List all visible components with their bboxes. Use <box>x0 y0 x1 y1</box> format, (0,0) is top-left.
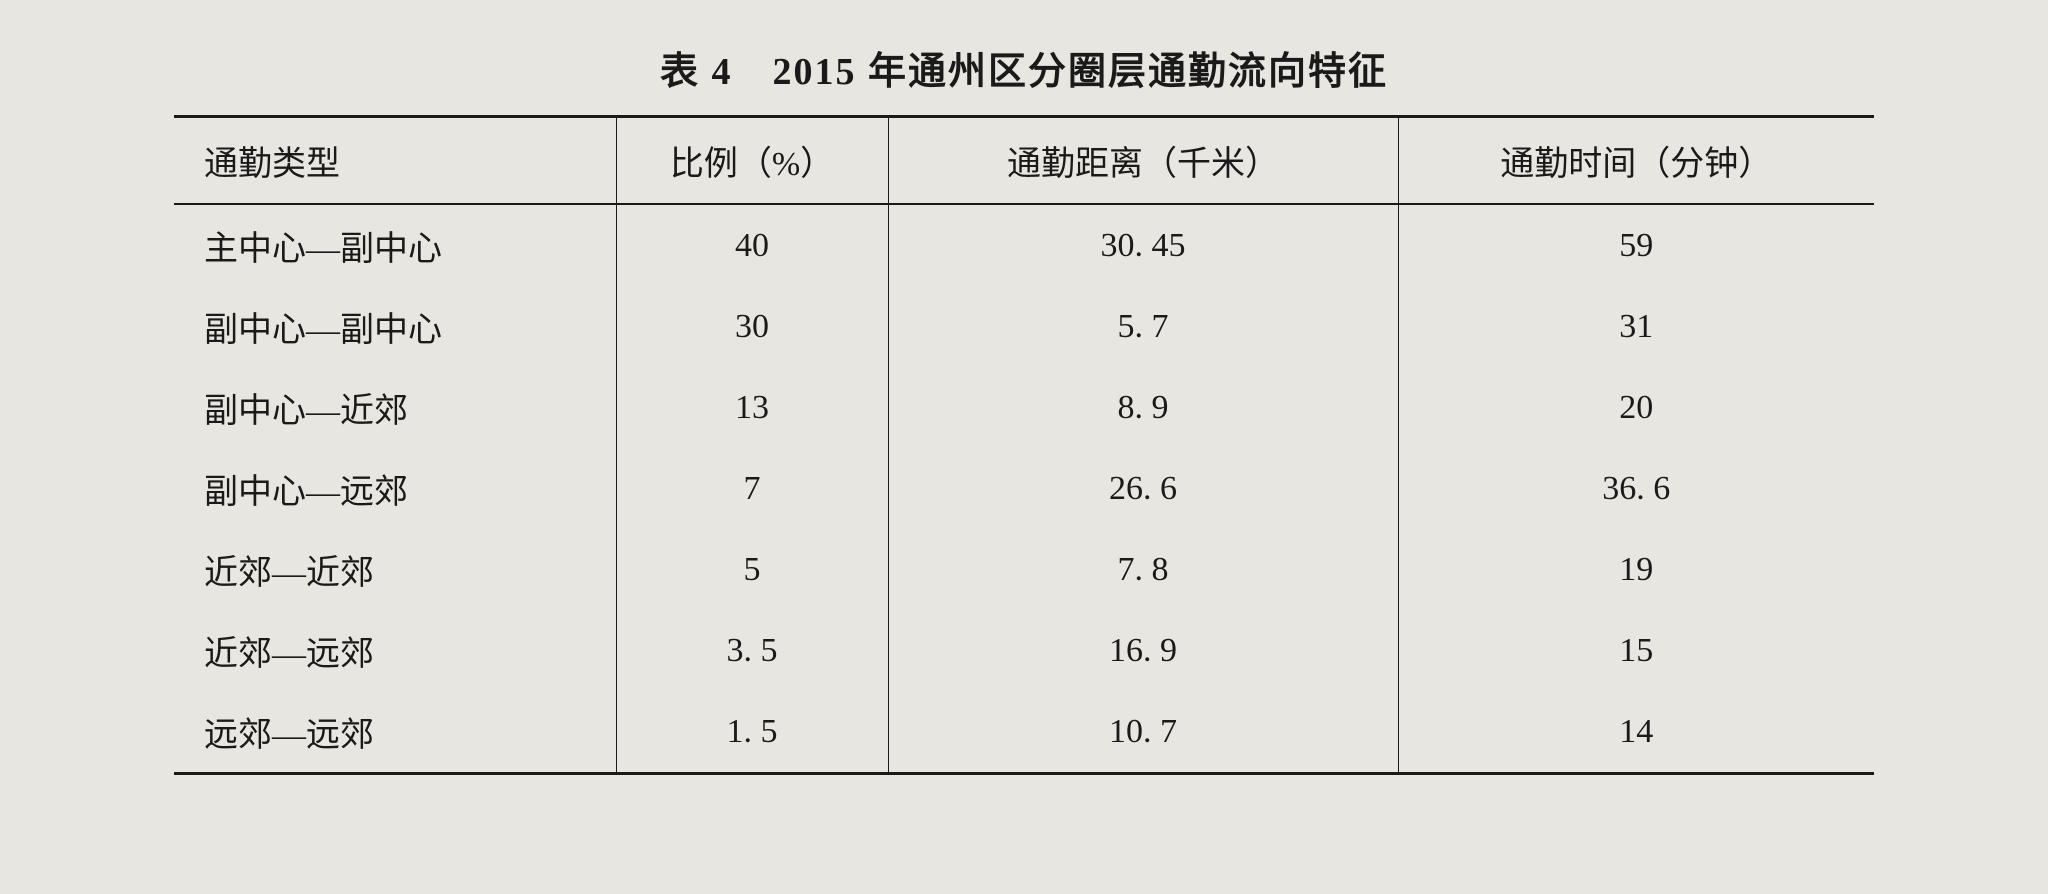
cell-type: 副中心—远郊 <box>174 448 616 529</box>
cell-type: 副中心—近郊 <box>174 367 616 448</box>
cell-distance: 8. 9 <box>888 367 1398 448</box>
cell-time: 14 <box>1398 691 1874 774</box>
cell-distance: 26. 6 <box>888 448 1398 529</box>
table-row: 近郊—近郊 5 7. 8 19 <box>174 529 1874 610</box>
table-row: 近郊—远郊 3. 5 16. 9 15 <box>174 610 1874 691</box>
cell-distance: 16. 9 <box>888 610 1398 691</box>
table-container: 表 4 2015 年通州区分圈层通勤流向特征 通勤类型 比例（%） 通勤距离（千… <box>174 40 1874 775</box>
table-row: 副中心—远郊 7 26. 6 36. 6 <box>174 448 1874 529</box>
header-time: 通勤时间（分钟） <box>1398 117 1874 205</box>
cell-time: 31 <box>1398 286 1874 367</box>
table-row: 副中心—近郊 13 8. 9 20 <box>174 367 1874 448</box>
cell-type: 近郊—近郊 <box>174 529 616 610</box>
cell-type: 远郊—远郊 <box>174 691 616 774</box>
table-row: 副中心—副中心 30 5. 7 31 <box>174 286 1874 367</box>
header-row: 通勤类型 比例（%） 通勤距离（千米） 通勤时间（分钟） <box>174 117 1874 205</box>
cell-type: 主中心—副中心 <box>174 204 616 286</box>
cell-distance: 5. 7 <box>888 286 1398 367</box>
cell-time: 36. 6 <box>1398 448 1874 529</box>
header-ratio: 比例（%） <box>616 117 888 205</box>
cell-distance: 10. 7 <box>888 691 1398 774</box>
cell-ratio: 7 <box>616 448 888 529</box>
cell-ratio: 3. 5 <box>616 610 888 691</box>
cell-ratio: 1. 5 <box>616 691 888 774</box>
cell-ratio: 30 <box>616 286 888 367</box>
header-distance: 通勤距离（千米） <box>888 117 1398 205</box>
cell-ratio: 5 <box>616 529 888 610</box>
cell-distance: 7. 8 <box>888 529 1398 610</box>
cell-time: 19 <box>1398 529 1874 610</box>
table-row: 主中心—副中心 40 30. 45 59 <box>174 204 1874 286</box>
cell-time: 59 <box>1398 204 1874 286</box>
cell-ratio: 40 <box>616 204 888 286</box>
cell-type: 副中心—副中心 <box>174 286 616 367</box>
data-table: 通勤类型 比例（%） 通勤距离（千米） 通勤时间（分钟） 主中心—副中心 40 … <box>174 115 1874 775</box>
table-title: 表 4 2015 年通州区分圈层通勤流向特征 <box>174 40 1874 95</box>
cell-distance: 30. 45 <box>888 204 1398 286</box>
table-row: 远郊—远郊 1. 5 10. 7 14 <box>174 691 1874 774</box>
header-type: 通勤类型 <box>174 117 616 205</box>
cell-type: 近郊—远郊 <box>174 610 616 691</box>
cell-time: 20 <box>1398 367 1874 448</box>
cell-ratio: 13 <box>616 367 888 448</box>
cell-time: 15 <box>1398 610 1874 691</box>
